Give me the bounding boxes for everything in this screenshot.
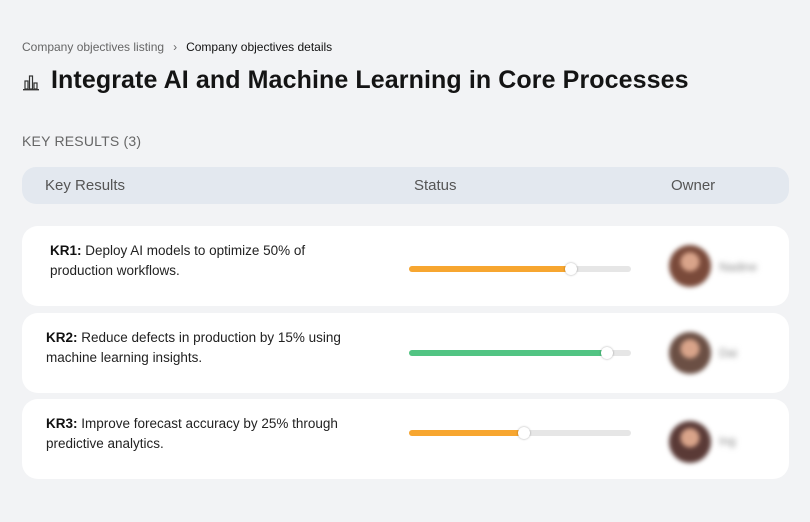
key-result-text: Reduce defects in production by 15% usin… [46,330,341,365]
progress-bar [409,427,631,439]
page-title: Integrate AI and Machine Learning in Cor… [51,66,689,94]
key-result-code: KR2: [46,330,78,345]
owner-name: Ing [719,434,736,448]
progress-handle[interactable] [565,263,578,275]
progress-fill [409,350,607,356]
column-header-key-results: Key Results [45,177,126,194]
breadcrumb-parent-link[interactable]: Company objectives listing [22,40,165,54]
breadcrumb-current: Company objectives details [186,40,333,54]
building-chart-icon [22,71,42,91]
key-result-description: KR1: Deploy AI models to optimize 50% of… [50,241,350,281]
page-header: Integrate AI and Machine Learning in Cor… [22,66,689,95]
progress-handle[interactable] [518,427,531,439]
breadcrumb: Company objectives listing › Company obj… [22,40,332,54]
key-result-row[interactable]: KR1: Deploy AI models to optimize 50% of… [22,226,789,306]
key-result-description: KR2: Reduce defects in production by 15%… [46,328,346,368]
progress-fill [409,266,572,272]
progress-handle[interactable] [600,347,613,359]
owner-name: Nadine [719,260,758,274]
progress-bar [409,347,631,359]
avatar [669,245,711,287]
key-result-row[interactable]: KR3: Improve forecast accuracy by 25% th… [22,399,789,479]
owner-name: Dai [719,346,738,360]
key-result-row[interactable]: KR2: Reduce defects in production by 15%… [22,313,789,393]
table-header: Key Results Status Owner [22,167,789,204]
key-result-text: Improve forecast accuracy by 25% through… [46,416,338,451]
avatar [669,332,711,374]
progress-fill [409,430,525,436]
progress-bar [409,263,631,275]
breadcrumb-separator: › [173,40,178,54]
column-header-status: Status [414,177,457,194]
column-header-owner: Owner [671,177,716,194]
key-result-code: KR1: [50,243,82,258]
key-result-description: KR3: Improve forecast accuracy by 25% th… [46,414,346,454]
key-results-count-label: KEY RESULTS (3) [22,133,142,149]
avatar [669,421,711,463]
key-result-text: Deploy AI models to optimize 50% of prod… [50,243,306,278]
key-result-code: KR3: [46,416,78,431]
